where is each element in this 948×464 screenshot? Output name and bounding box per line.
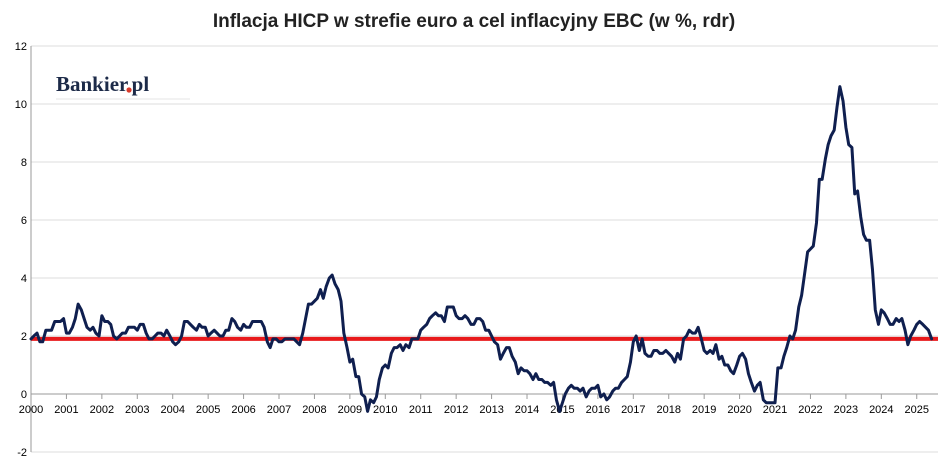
x-tick-label: 2019 bbox=[692, 404, 716, 416]
x-tick-label: 2010 bbox=[373, 404, 397, 416]
axis-layer bbox=[30, 46, 938, 452]
y-tick-labels: -2 0 2 4 6 8 10 12 bbox=[15, 41, 27, 459]
x-tick-label: 2014 bbox=[515, 404, 539, 416]
chart-title: Inflacja HICP w strefie euro a cel infla… bbox=[213, 11, 735, 32]
x-tick-label: 2020 bbox=[727, 404, 751, 416]
x-tick-label: 2024 bbox=[869, 404, 893, 416]
y-tick-label: 4 bbox=[21, 273, 27, 285]
bankier-logo-text: Bankier.pl bbox=[56, 72, 149, 96]
x-tick-label: 2022 bbox=[798, 404, 822, 416]
x-tick-label: 2000 bbox=[19, 404, 43, 416]
x-tick-label: 2021 bbox=[763, 404, 787, 416]
series-layer bbox=[29, 85, 938, 413]
x-tick-label: 2017 bbox=[621, 404, 645, 416]
logo-red-dot bbox=[126, 87, 132, 93]
x-tick-label: 2004 bbox=[160, 404, 184, 416]
x-tick-label: 2011 bbox=[409, 404, 433, 416]
y-tick-label: 12 bbox=[15, 41, 27, 53]
hicp-inflation-line bbox=[29, 85, 934, 413]
x-tick-label: 2012 bbox=[444, 404, 468, 416]
x-tick-labels: 2000 2001 2002 2003 2004 2005 2006 2007 2008 2009… bbox=[19, 404, 929, 416]
grid-layer bbox=[31, 45, 938, 453]
x-tick-label: 2001 bbox=[54, 404, 78, 416]
x-tick-label: 2025 bbox=[905, 404, 929, 416]
y-tick-label: 8 bbox=[21, 157, 27, 169]
y-tick-label: 6 bbox=[21, 215, 27, 227]
x-tick-label: 2018 bbox=[656, 404, 680, 416]
x-tick-label: 2016 bbox=[586, 404, 610, 416]
x-tick-label: 2015 bbox=[550, 404, 574, 416]
x-tick-label: 2013 bbox=[479, 404, 503, 416]
y-tick-label: 2 bbox=[21, 331, 27, 343]
x-tick-label: 2003 bbox=[125, 404, 149, 416]
x-tick-label: 2009 bbox=[338, 404, 362, 416]
bankier-logo: Bankier.pl bbox=[56, 72, 190, 100]
x-tick-label: 2002 bbox=[90, 404, 114, 416]
y-tick-label: -2 bbox=[17, 447, 27, 459]
x-tick-label: 2007 bbox=[267, 404, 291, 416]
y-tick-label: 0 bbox=[21, 389, 27, 401]
y-tick-label: 10 bbox=[15, 99, 27, 111]
x-tick-label: 2006 bbox=[231, 404, 255, 416]
x-tick-label: 2008 bbox=[302, 404, 326, 416]
x-tick-label: 2005 bbox=[196, 404, 220, 416]
x-tick-label: 2023 bbox=[834, 404, 858, 416]
